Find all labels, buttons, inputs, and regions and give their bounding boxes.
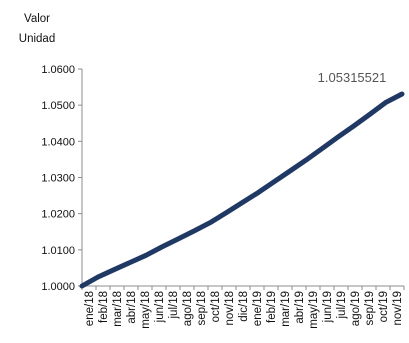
- x-tick-label: mar/19: [280, 291, 292, 327]
- y-tick-label: 1.0200: [41, 209, 75, 221]
- series-layer: [79, 91, 405, 289]
- x-tick-label: oct/18: [210, 291, 222, 322]
- x-tick-label: nov/19: [392, 291, 404, 326]
- y-axis: 1.0000 1.0100 1.0200 1.0300 1.0400 1.0500 1.06…: [41, 64, 83, 293]
- y-axis-label-line-1: Valor: [24, 13, 50, 25]
- x-tick-label: jul/19: [336, 291, 348, 320]
- x-tick-label: dic/18: [238, 291, 250, 322]
- x-tick-label: ago/19: [350, 291, 362, 326]
- x-tick-label: may/18: [140, 291, 152, 329]
- x-axis: ene/18 feb/18 mar/18 abr/18 may/18 jun/18 jul/…: [81, 285, 405, 329]
- y-axis-label-line-2: Unidad: [19, 33, 55, 45]
- x-tick-label: feb/19: [266, 291, 278, 323]
- x-tick-label: jul/18: [168, 291, 180, 320]
- x-tick-label: jun/18: [154, 291, 166, 323]
- x-tick-label: may/19: [308, 291, 320, 329]
- x-tick-label: abr/19: [294, 291, 306, 324]
- y-tick-label: 1.0300: [41, 173, 75, 185]
- x-tick-label: jun/19: [322, 291, 334, 323]
- y-tick-label: 1.0100: [41, 245, 75, 257]
- x-tick-label: nov/18: [224, 291, 236, 326]
- y-tick-label: 1.0400: [41, 136, 75, 148]
- x-tick-label: ene/18: [84, 291, 96, 326]
- x-tick-label: abr/18: [126, 291, 138, 324]
- y-tick-label: 1.0600: [41, 64, 75, 76]
- x-tick-label: oct/19: [378, 291, 390, 322]
- x-tick-label: ene/19: [252, 291, 264, 326]
- y-tick-label: 1.0500: [41, 100, 75, 112]
- x-tick-label: sep/18: [196, 291, 208, 326]
- x-tick-label: mar/18: [112, 291, 124, 327]
- series-line: [79, 91, 405, 289]
- x-tick-label: ago/18: [182, 291, 194, 326]
- x-tick-label: sep/19: [364, 291, 376, 326]
- y-tick-label: 1.0000: [41, 281, 75, 293]
- x-tick-label: feb/18: [98, 291, 110, 323]
- last-value-annotation: 1.05315521: [318, 70, 387, 85]
